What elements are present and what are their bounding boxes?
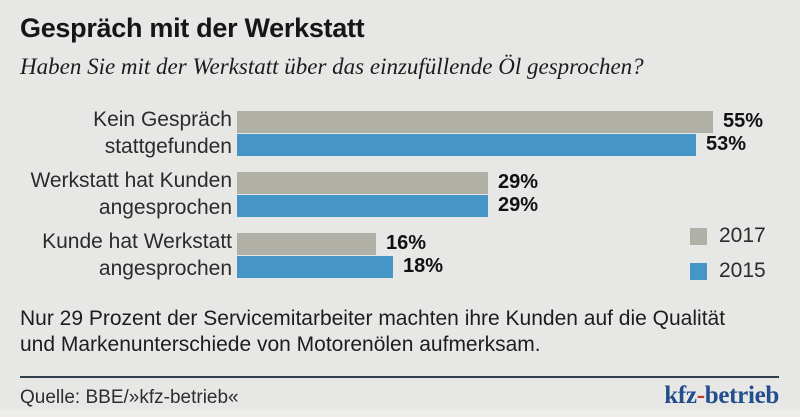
bottom-strip [0,410,800,417]
bar-value-2017: 29% [498,171,539,193]
bar-2017 [237,171,488,194]
category-label: Werkstatt hat Kunden angesprochen [0,167,232,221]
legend-item-2017: 2017 [690,224,766,248]
category-label: Kein Gespräch stattgefunden [0,106,232,160]
bar-pair: 55% 53% [237,110,780,156]
page-title: Gespräch mit der Werkstatt [20,13,365,43]
bar-row-2017: 16% [237,232,780,255]
bar-2015 [237,194,488,217]
logo-part-betrieb: betrieb [704,382,780,409]
bar-pair: 29% 29% [237,171,780,217]
category-label: Kunde hat Werkstatt angesprochen [0,228,232,282]
bar-row-2015: 29% [237,194,780,217]
bar-row-2017: 55% [237,110,780,133]
bar-value-2017: 16% [386,232,427,254]
legend-label: 2017 [719,224,766,247]
category-label-line: Kunde hat Werkstatt [42,230,232,253]
summary-note-line: Nur 29 Prozent der Servicemitarbeiter ma… [20,307,726,330]
bar-row-2015: 18% [237,255,780,278]
bar-row-2017: 29% [237,171,780,194]
bar-2017 [237,110,713,133]
legend-swatch-2017 [690,227,707,245]
chart-group-kunde-hat-werkstatt: Kunde hat Werkstatt angesprochen 16% 18% [0,228,780,282]
legend-label: 2015 [719,259,766,282]
chart-group-werkstatt-hat-kunden: Werkstatt hat Kunden angesprochen 29% 29… [0,167,780,221]
category-label-line: Kein Gespräch [93,108,232,131]
category-label-line: stattgefunden [104,135,232,158]
bar-row-2015: 53% [237,133,780,156]
bar-pair: 16% 18% [237,232,780,278]
summary-note: Nur 29 Prozent der Servicemitarbeiter ma… [20,306,780,358]
bar-value-2015: 53% [706,133,747,155]
chart-group-kein-gespraech: Kein Gespräch stattgefunden 55% 53% [0,106,780,160]
legend-item-2015: 2015 [690,259,766,283]
bar-value-2015: 18% [403,255,444,277]
summary-note-line: und Markenunterschiede von Motorenölen a… [20,333,541,356]
survey-question: Haben Sie mit der Werkstatt über das ein… [20,54,644,79]
bar-2015 [237,133,696,156]
logo-hyphen: - [696,382,705,409]
category-label-line: Werkstatt hat Kunden [30,169,232,192]
bar-value-2015: 29% [498,194,539,216]
source-credit: Quelle: BBE/»kfz-betrieb« [20,387,239,408]
legend: 2017 2015 [690,224,766,294]
bar-2015 [237,255,393,278]
category-label-line: angesprochen [98,257,232,280]
footer-divider [20,376,779,378]
logo-part-kfz: kfz [664,382,697,409]
kfz-betrieb-logo: kfz-betrieb [664,382,779,410]
category-label-line: angesprochen [98,196,232,219]
bar-value-2017: 55% [723,110,764,132]
bar-2017 [237,232,376,255]
legend-swatch-2015 [690,262,707,280]
